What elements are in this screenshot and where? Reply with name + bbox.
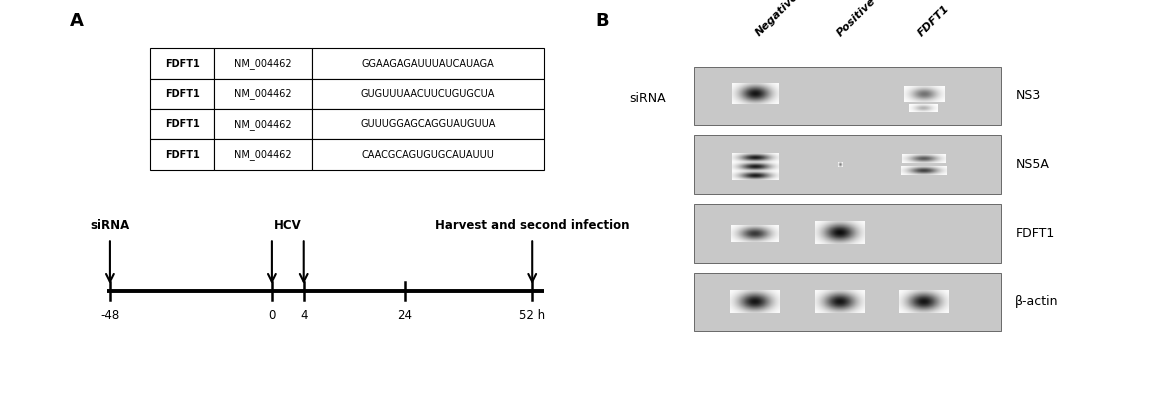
Bar	[150, 139, 214, 170]
Bar	[694, 204, 1001, 263]
Text: FDFT1: FDFT1	[164, 89, 200, 99]
Bar	[694, 67, 1001, 125]
Bar	[694, 135, 1001, 194]
Text: NM_004462: NM_004462	[235, 88, 292, 99]
Text: CAACGCAGUGUGCAUAUUU: CAACGCAGUGUGCAUAUUU	[362, 149, 494, 160]
Bar	[694, 273, 1001, 331]
Text: 52 h: 52 h	[519, 309, 545, 322]
Bar	[312, 109, 544, 139]
Text: FDFT1: FDFT1	[1016, 227, 1054, 240]
Text: siRNA: siRNA	[629, 93, 666, 105]
Text: 0: 0	[268, 309, 275, 322]
Text: GGAAGAGAUUUAUCAUAGA: GGAAGAGAUUUAUCAUAGA	[362, 59, 494, 69]
Text: Negative: Negative	[753, 0, 801, 38]
Bar	[214, 139, 312, 170]
Text: NM_004462: NM_004462	[235, 149, 292, 160]
Bar	[150, 48, 214, 79]
Text: NS5A: NS5A	[1016, 158, 1049, 171]
Text: A: A	[69, 12, 83, 30]
Text: 4: 4	[300, 309, 308, 322]
Text: FDFT1: FDFT1	[164, 149, 200, 160]
Text: B: B	[596, 12, 610, 30]
Text: FDFT1: FDFT1	[915, 3, 951, 38]
Text: NM_004462: NM_004462	[235, 119, 292, 130]
Text: Positive: Positive	[834, 0, 877, 38]
Text: 24: 24	[398, 309, 412, 322]
Bar	[214, 48, 312, 79]
Text: FDFT1: FDFT1	[164, 59, 200, 69]
Text: HCV: HCV	[274, 219, 302, 232]
Text: GUGUUUAACUUCUGUGCUA: GUGUUUAACUUCUGUGCUA	[361, 89, 495, 99]
Bar	[214, 79, 312, 109]
Text: GUUUGGAGCAGGUAUGUUA: GUUUGGAGCAGGUAUGUUA	[360, 119, 496, 129]
Text: β-actin: β-actin	[1016, 295, 1059, 309]
Bar	[150, 109, 214, 139]
Text: NS3: NS3	[1016, 89, 1040, 103]
Bar	[312, 139, 544, 170]
Bar	[150, 79, 214, 109]
Bar	[312, 48, 544, 79]
Text: NM_004462: NM_004462	[235, 58, 292, 69]
Text: FDFT1: FDFT1	[164, 119, 200, 129]
Text: -48: -48	[101, 309, 119, 322]
Text: siRNA: siRNA	[90, 219, 130, 232]
Bar	[312, 79, 544, 109]
Text: Harvest and second infection: Harvest and second infection	[435, 219, 629, 232]
Bar	[214, 109, 312, 139]
